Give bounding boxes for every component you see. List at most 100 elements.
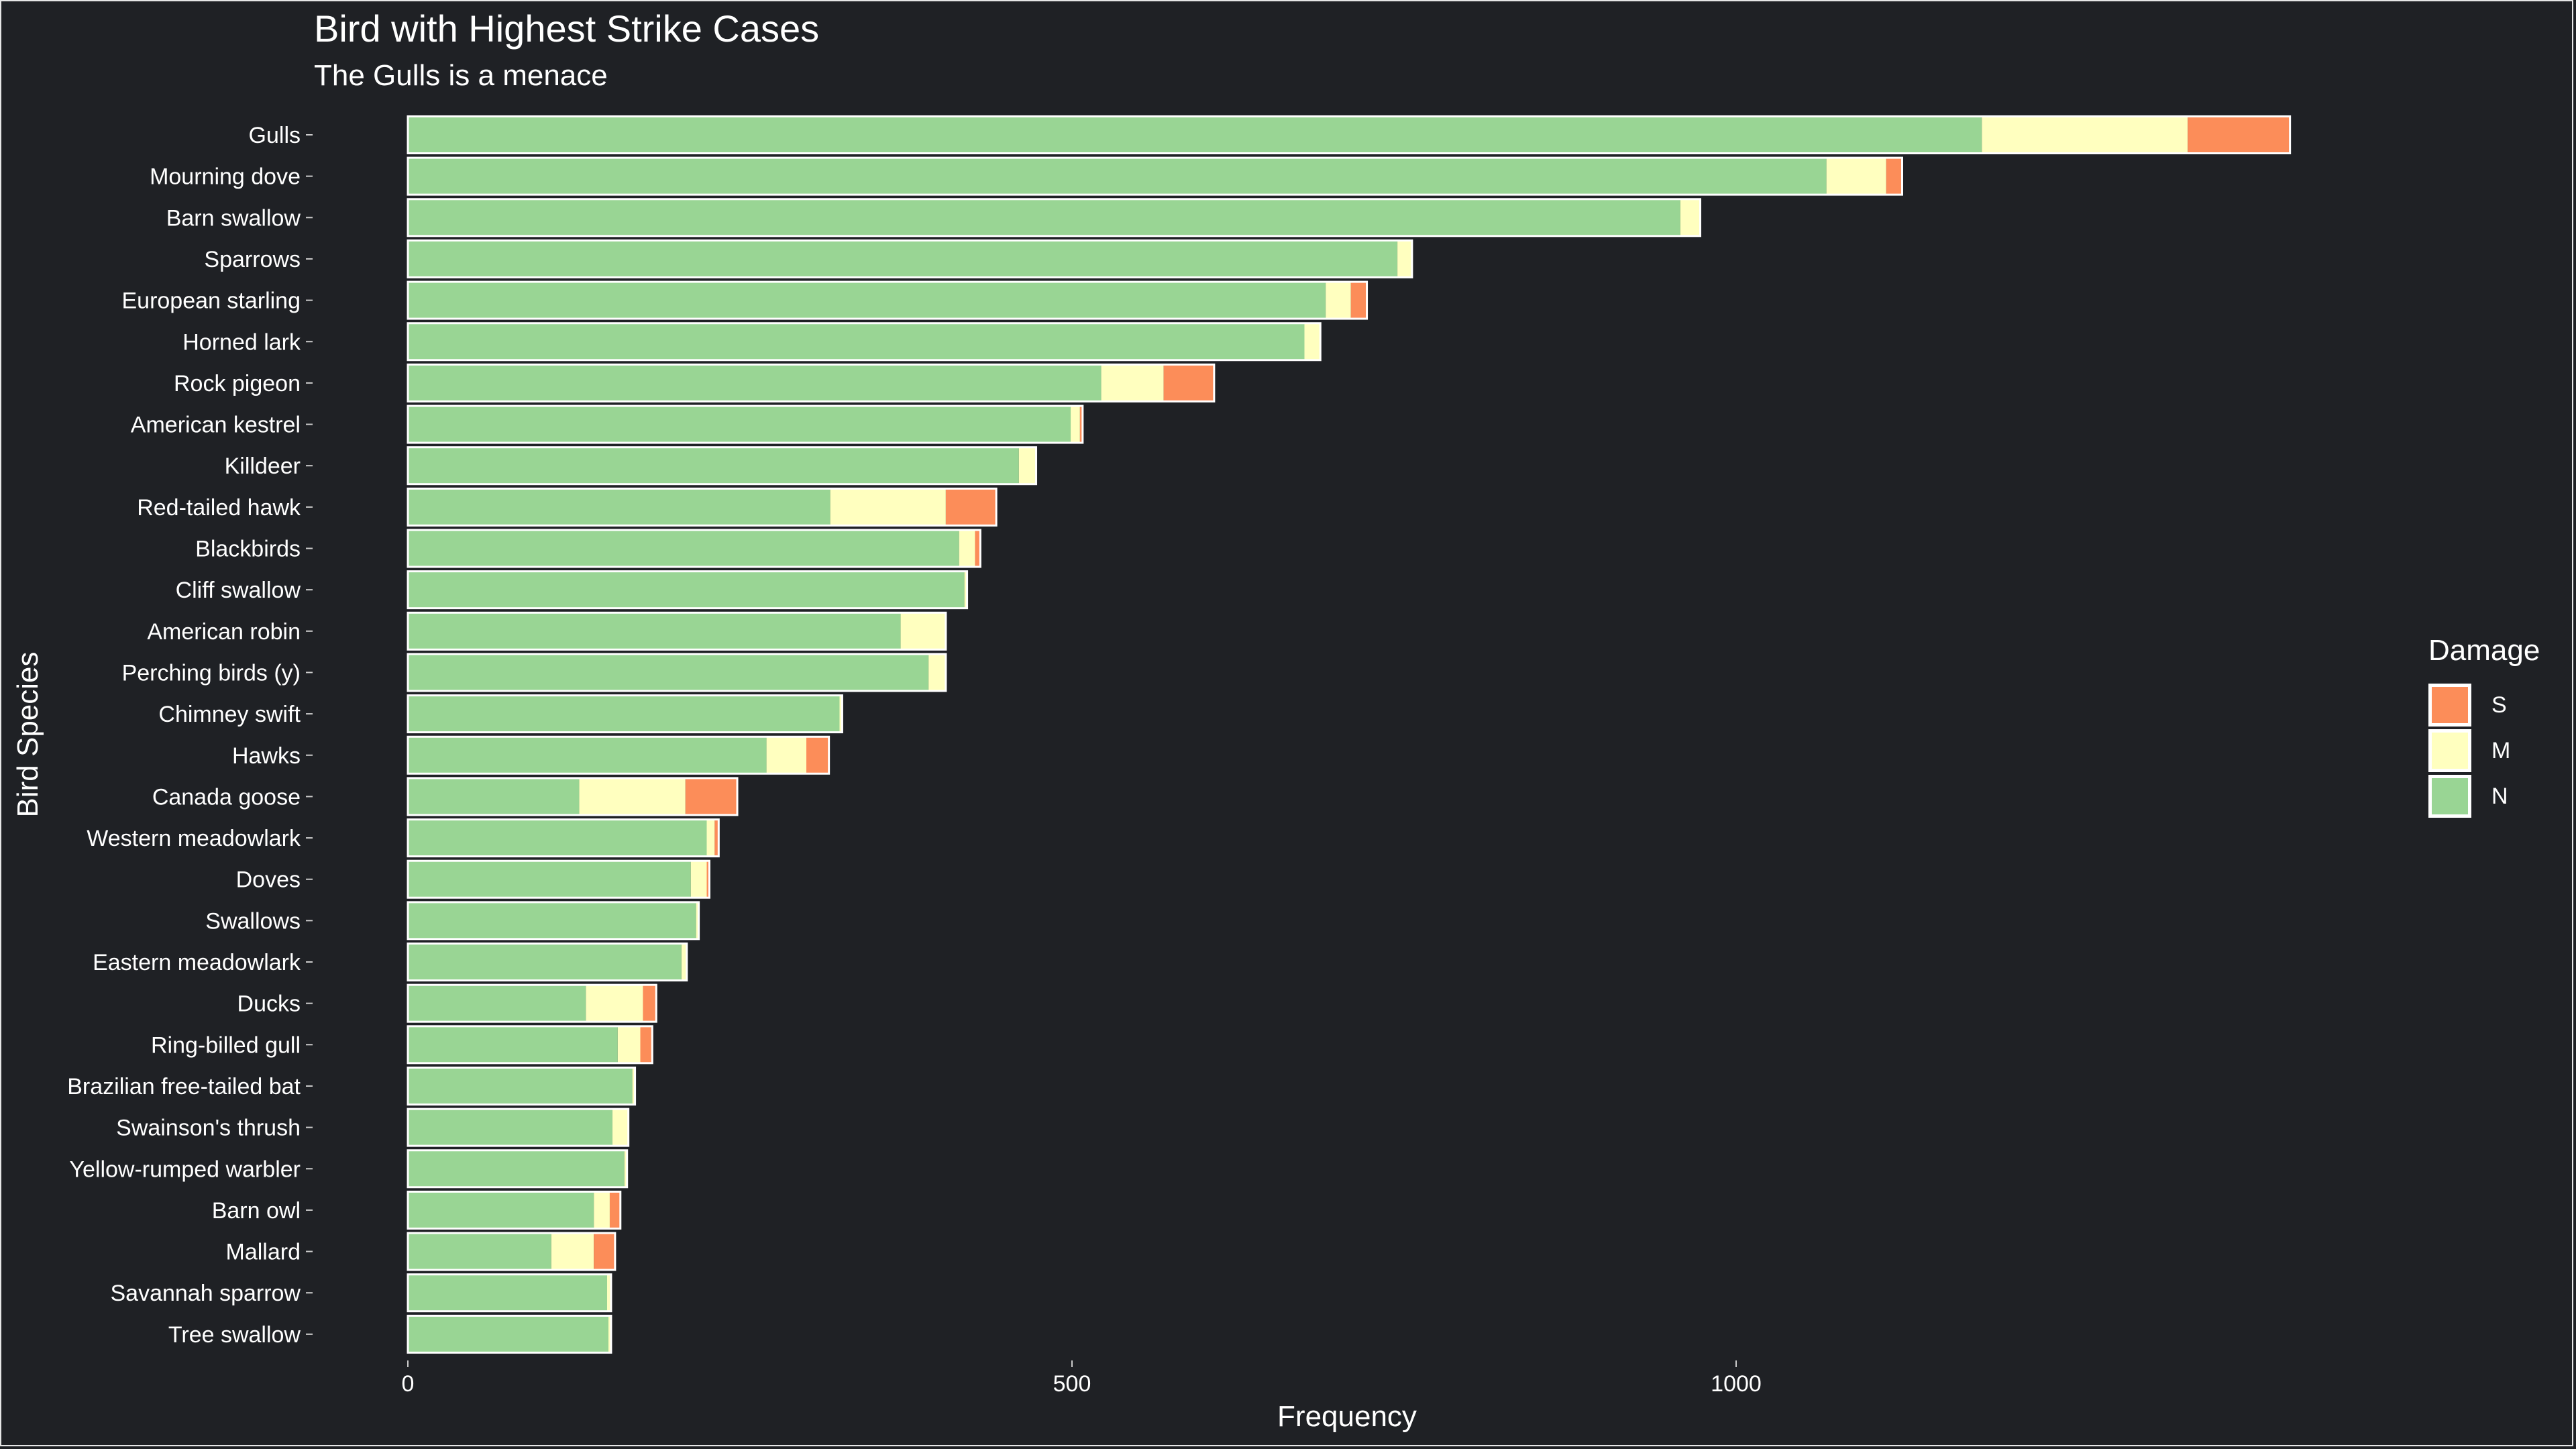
y-axis-title: Bird Species xyxy=(11,651,44,817)
bar-american-robin-m xyxy=(900,612,946,650)
bar-outline-american-kestrel xyxy=(407,405,1084,444)
bar-canada-goose-m xyxy=(579,777,686,815)
category-label-gulls: Gulls xyxy=(249,123,301,148)
category-label-horned-lark: Horned lark xyxy=(182,329,301,355)
bar-outline-barn-swallow xyxy=(407,198,1702,237)
bar-eastern-meadowlark-m xyxy=(681,943,687,981)
bar-ring-billed-gull-m xyxy=(617,1026,641,1063)
bar-outline-sparrows xyxy=(407,239,1413,278)
category-label-barn-owl: Barn owl xyxy=(212,1198,301,1224)
bars-layer xyxy=(407,115,2292,1354)
bar-outline-barn-owl xyxy=(407,1190,622,1230)
bar-western-meadowlark-m xyxy=(706,819,715,857)
category-label-tree-swallow: Tree swallow xyxy=(168,1322,301,1348)
bar-mourning-dove-s xyxy=(1886,158,1902,195)
category-label-european-starling: European starling xyxy=(121,288,301,314)
legend-key-s xyxy=(2428,684,2471,727)
bar-outline-ducks xyxy=(407,983,657,1023)
bar-savannah-sparrow-m xyxy=(607,1274,611,1311)
bar-sparrows-m xyxy=(1397,240,1412,278)
bar-blackbirds-s xyxy=(975,530,981,567)
legend-label-n: N xyxy=(2491,783,2508,809)
bar-american-kestrel-s xyxy=(1079,406,1083,443)
bar-european-starling-s xyxy=(1350,282,1367,319)
bar-outline-brazilian-free-tailed-bat xyxy=(407,1066,637,1106)
bar-mallard-s xyxy=(594,1233,615,1271)
legend-key-n xyxy=(2428,775,2471,818)
bar-red-tailed-hawk-s xyxy=(945,488,997,526)
bar-perching-birds-y-m xyxy=(928,653,946,691)
category-label-mourning-dove: Mourning dove xyxy=(150,164,301,190)
bar-hawks-n xyxy=(408,737,767,774)
bar-outline-eastern-meadowlark xyxy=(407,943,688,981)
category-label-rock-pigeon: Rock pigeon xyxy=(174,371,301,396)
bar-outline-red-tailed-hawk xyxy=(407,487,998,527)
bar-ring-billed-gull-s xyxy=(640,1026,653,1063)
category-label-american-kestrel: American kestrel xyxy=(131,413,301,438)
bar-rock-pigeon-n xyxy=(408,364,1102,402)
bar-ducks-n xyxy=(408,985,586,1022)
bar-perching-birds-y-n xyxy=(408,653,929,691)
category-label-yellow-rumped-warbler: Yellow-rumped warbler xyxy=(69,1157,301,1182)
bar-gulls-s xyxy=(2188,116,2290,154)
bar-canada-goose-s xyxy=(685,777,738,815)
bar-horned-lark-m xyxy=(1304,323,1321,360)
chart-subtitle: The Gulls is a menace xyxy=(314,59,608,92)
category-label-swainson-s-thrush: Swainson's thrush xyxy=(116,1116,301,1141)
bar-eastern-meadowlark-n xyxy=(408,943,682,981)
bar-outline-swallows xyxy=(407,901,700,941)
category-label-eastern-meadowlark: Eastern meadowlark xyxy=(93,950,301,975)
legend-label-s: S xyxy=(2491,692,2507,718)
bar-outline-horned-lark xyxy=(407,322,1322,362)
category-labels: Gulls Mourning dove Barn swallow Sparrows Eu… xyxy=(67,123,313,1348)
bar-killdeer-m xyxy=(1018,447,1036,484)
bar-mourning-dove-m xyxy=(1826,158,1886,195)
bar-doves-m xyxy=(690,861,707,898)
bar-cliff-swallow-m xyxy=(964,571,967,608)
bar-american-robin-n xyxy=(408,612,901,650)
bar-barn-swallow-n xyxy=(408,199,1680,236)
category-label-ring-billed-gull: Ring-billed gull xyxy=(151,1032,301,1058)
x-tick-label-0: 0 xyxy=(402,1371,415,1397)
bar-rock-pigeon-m xyxy=(1101,364,1164,402)
x-tick-label-1000: 1000 xyxy=(1711,1371,1762,1397)
bar-killdeer-n xyxy=(408,447,1019,484)
bar-american-kestrel-n xyxy=(408,406,1071,443)
bar-outline-doves xyxy=(407,859,710,899)
bar-outline-american-robin xyxy=(407,611,947,651)
bar-swallows-m xyxy=(696,902,699,939)
category-label-american-robin: American robin xyxy=(147,619,301,645)
bar-rock-pigeon-s xyxy=(1163,364,1214,402)
legend-entry-m: M xyxy=(2428,728,2540,773)
bar-barn-swallow-m xyxy=(1680,199,1701,236)
bar-outline-chimney-swift xyxy=(407,694,843,734)
bar-mourning-dove-n xyxy=(408,158,1827,195)
category-label-canada-goose: Canada goose xyxy=(152,784,301,810)
bar-barn-owl-n xyxy=(408,1191,594,1229)
category-label-savannah-sparrow: Savannah sparrow xyxy=(110,1281,301,1306)
bar-red-tailed-hawk-m xyxy=(830,488,946,526)
bar-outline-european-starling xyxy=(407,280,1368,320)
x-axis-title: Frequency xyxy=(1277,1400,1417,1433)
bar-hawks-m xyxy=(766,737,806,774)
category-label-sparrows: Sparrows xyxy=(204,247,301,272)
bar-barn-owl-m xyxy=(594,1191,610,1229)
bar-hawks-s xyxy=(806,737,829,774)
bar-brazilian-free-tailed-bat-n xyxy=(408,1067,633,1105)
category-label-cliff-swallow: Cliff swallow xyxy=(176,578,301,603)
bar-ring-billed-gull-n xyxy=(408,1026,618,1063)
bar-yellow-rumped-warbler-n xyxy=(408,1150,625,1187)
bar-swainson-s-thrush-m xyxy=(612,1109,629,1146)
bar-outline-mourning-dove xyxy=(407,156,1903,196)
legend-title: Damage xyxy=(2428,634,2540,667)
bar-outline-gulls xyxy=(407,115,2292,154)
category-label-barn-swallow: Barn swallow xyxy=(166,205,301,231)
category-label-doves: Doves xyxy=(236,867,301,893)
bar-outline-perching-birds-y xyxy=(407,653,947,692)
bar-doves-s xyxy=(706,861,710,898)
bar-outline-cliff-swallow xyxy=(407,570,969,610)
category-label-swallows: Swallows xyxy=(205,908,301,934)
bar-canada-goose-n xyxy=(408,777,580,815)
